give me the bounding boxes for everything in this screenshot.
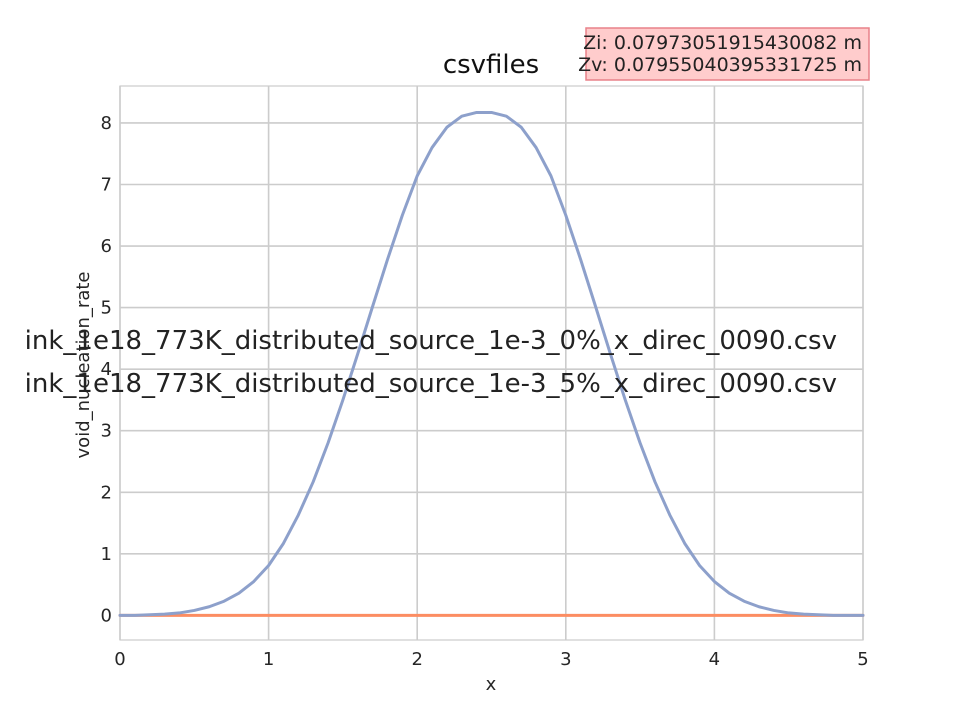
y-tick-label-5: 5 [101,298,112,319]
x-tick-label-2: 2 [411,649,422,670]
y-tick-label-2: 2 [101,482,112,503]
annotation-zv: Zv: 0.07955040395331725 m [578,54,862,76]
y-tick-label-4: 4 [101,359,112,380]
x-tick-label-1: 1 [263,649,274,670]
legend: ink_1e18_773K_distributed_source_1e-3_0%… [25,326,837,399]
annotation-box: Zi: 0.07973051915430082 m Zv: 0.07955040… [578,27,870,81]
plot-frame [119,85,864,641]
y-tick-label-0: 0 [101,605,112,626]
x-tick-label-5: 5 [857,649,868,670]
chart-title: csvfiles [443,50,539,80]
y-tick-label-7: 7 [101,174,112,195]
y-tick-label-8: 8 [101,113,112,134]
plot-area [120,86,863,640]
series-layer [118,110,865,617]
legend-entry-1: ink_1e18_773K_distributed_source_1e-3_5%… [25,369,837,399]
y-tick-label-6: 6 [101,236,112,257]
x-tick-label-3: 3 [560,649,571,670]
y-axis-label: void_nucleation_rate [73,272,94,459]
x-axis-label: x [486,674,497,695]
x-tick-label-0: 0 [114,649,125,670]
annotation-zi: Zi: 0.07973051915430082 m [583,32,862,54]
annotation-background [585,27,870,81]
series-line-0 [118,110,865,617]
y-tick-label-3: 3 [101,421,112,442]
legend-entry-0: ink_1e18_773K_distributed_source_1e-3_0%… [25,326,837,356]
tick-labels: 0 1 2 3 4 5 0 1 2 3 4 5 6 7 8 [101,113,869,670]
y-tick-label-1: 1 [101,544,112,565]
x-tick-label-4: 4 [709,649,720,670]
